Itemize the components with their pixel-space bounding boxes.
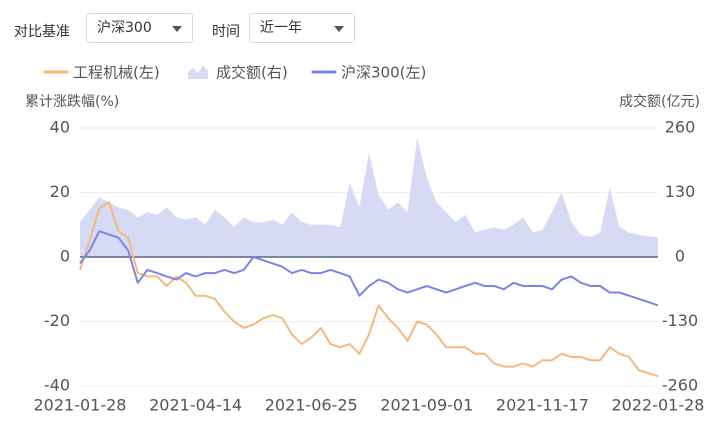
dropdown-arrow <box>172 26 182 32</box>
x-tick-label: 2021-04-14 <box>149 396 242 415</box>
benchmark-label: 对比基准 <box>14 24 70 40</box>
benchmark-select[interactable]: 沪深300 <box>86 13 193 43</box>
period-label: 时间 <box>212 24 240 40</box>
x-tick-label: 2021-06-25 <box>265 396 358 415</box>
y-tick-label: 40 <box>50 118 70 137</box>
legend-label: 工程机械(左) <box>73 64 160 82</box>
x-tick-label: 2021-11-17 <box>496 396 589 415</box>
series-line <box>79 201 659 378</box>
y2-tick-label: 130 <box>665 182 696 201</box>
y2-tick-label: 0 <box>675 247 685 266</box>
x-tick-label: 2021-09-01 <box>380 396 473 415</box>
y2-axis-title: 成交额(亿元) <box>619 93 700 110</box>
dropdown-arrow <box>334 26 344 32</box>
y-tick-label: -20 <box>44 311 70 330</box>
y2-tick-label: 260 <box>665 118 696 137</box>
y-axis-title: 累计涨跌幅(%) <box>25 94 119 110</box>
period-value: 近一年 <box>260 20 302 36</box>
y-tick-label: 0 <box>60 247 70 266</box>
volume-area <box>80 137 658 257</box>
x-tick-label: 2022-01-28 <box>612 396 705 415</box>
controls: 对比基准 沪深300 时间 近一年 <box>0 0 720 56</box>
period-select[interactable]: 近一年 <box>249 13 355 43</box>
y2-tick-label: -130 <box>662 311 698 330</box>
y-tick-label: 20 <box>50 182 70 201</box>
legend-label: 成交额(右) <box>216 64 288 82</box>
legend-label: 沪深300(左) <box>341 64 426 82</box>
series-line <box>79 230 659 307</box>
y-tick-label: -40 <box>44 376 70 395</box>
benchmark-value: 沪深300 <box>97 20 152 36</box>
y2-tick-label: -260 <box>662 376 698 395</box>
x-tick-label: 2021-01-28 <box>34 396 127 415</box>
legend-icon <box>188 66 208 79</box>
